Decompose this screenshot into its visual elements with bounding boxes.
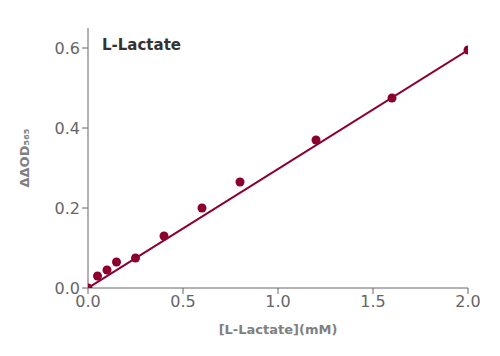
svg-text:1.5: 1.5 <box>360 292 385 311</box>
svg-text:0.0: 0.0 <box>55 279 80 298</box>
svg-text:ΔΔOD₅₆₅: ΔΔOD₅₆₅ <box>17 128 32 187</box>
svg-text:1.0: 1.0 <box>265 292 290 311</box>
svg-text:0.6: 0.6 <box>55 39 80 58</box>
svg-text:0.0: 0.0 <box>75 292 101 312</box>
svg-text:0.5: 0.5 <box>170 292 195 311</box>
svg-text:[L-Lactate](mM): [L-Lactate](mM) <box>219 322 338 337</box>
svg-text:2.0: 2.0 <box>455 292 480 311</box>
html-text:L-Lactate: L-Lactate <box>102 36 181 54</box>
svg-text:0.2: 0.2 <box>55 199 80 218</box>
svg-text:0.4: 0.4 <box>55 119 80 138</box>
